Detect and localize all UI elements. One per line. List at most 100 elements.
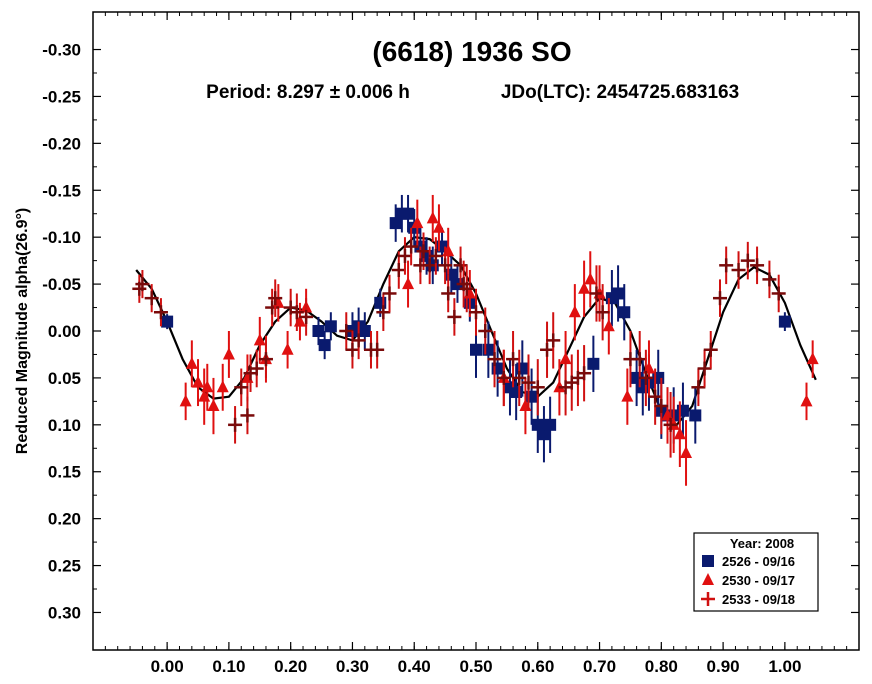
x-tick-label: 0.30 xyxy=(336,657,369,676)
plus-point xyxy=(512,370,527,385)
square-point xyxy=(689,409,702,422)
triangle-point xyxy=(411,216,424,229)
square-point xyxy=(318,339,331,352)
square-point xyxy=(510,385,523,398)
plus-point xyxy=(391,263,406,278)
plus-point xyxy=(530,380,545,395)
square-point xyxy=(676,404,689,417)
triangle-point xyxy=(578,281,591,294)
square-point xyxy=(324,320,337,333)
legend-entry: 2526 - 09/16 xyxy=(722,554,795,569)
triangle-point xyxy=(584,272,597,285)
plus-point xyxy=(740,253,755,268)
period-label: Period: 8.297 ± 0.006 h xyxy=(206,82,410,103)
plus-point xyxy=(632,352,647,367)
plus-point xyxy=(478,324,493,338)
plus-point xyxy=(453,258,468,273)
plus-point xyxy=(268,291,283,306)
plus-point xyxy=(703,342,718,357)
triangle-point xyxy=(216,380,229,393)
plus-point xyxy=(663,417,678,432)
square-point xyxy=(161,315,174,328)
plus-point xyxy=(487,352,502,367)
triangle-point xyxy=(281,342,294,355)
plus-point xyxy=(713,291,728,306)
plus-point xyxy=(697,361,712,376)
plus-point xyxy=(249,361,264,376)
square-point xyxy=(537,428,550,441)
plus-point xyxy=(438,258,453,273)
triangle-point xyxy=(602,319,615,332)
y-tick-label: 0.10 xyxy=(48,416,81,435)
plus-point xyxy=(719,258,734,273)
plus-point xyxy=(540,342,555,357)
x-tick-label: 0.60 xyxy=(521,657,554,676)
x-tick-label: 0.40 xyxy=(398,657,431,676)
x-tick-label: 0.20 xyxy=(274,657,307,676)
plus-point xyxy=(382,286,397,301)
y-tick-label: 0.20 xyxy=(48,510,81,529)
plus-point xyxy=(397,248,412,263)
triangle-point xyxy=(201,380,214,393)
plus-point xyxy=(234,380,249,395)
plus-point xyxy=(345,342,360,357)
legend-square-icon xyxy=(702,555,714,567)
plus-point xyxy=(762,272,777,287)
y-tick-label: 0.30 xyxy=(48,603,81,622)
plus-point xyxy=(589,286,604,301)
triangle-point xyxy=(192,375,205,388)
plus-point xyxy=(351,333,366,348)
plus-point xyxy=(521,375,536,390)
triangle-point xyxy=(800,394,813,407)
x-tick-label: 0.50 xyxy=(459,657,492,676)
y-tick-label: 0.15 xyxy=(48,463,81,482)
square-point xyxy=(470,343,482,356)
y-axis-label: Reduced Magnitude alpha(26.9°) xyxy=(14,208,31,454)
plus-point xyxy=(422,258,437,273)
plus-point xyxy=(459,281,474,296)
plus-point xyxy=(731,263,746,278)
triangle-point xyxy=(568,305,581,318)
plus-point xyxy=(469,305,483,320)
triangle-point xyxy=(621,389,634,402)
chart-title: (6618) 1936 SO xyxy=(372,36,571,67)
plus-point xyxy=(648,389,663,404)
plus-point xyxy=(339,324,354,338)
y-tick-label: -0.15 xyxy=(42,181,81,200)
triangle-point xyxy=(680,445,693,458)
triangle-point xyxy=(559,352,572,365)
square-point xyxy=(389,217,402,230)
triangle-point xyxy=(673,427,686,440)
square-point xyxy=(525,390,538,403)
square-point xyxy=(778,315,791,328)
plus-point xyxy=(577,366,592,381)
x-tick-label: 0.90 xyxy=(707,657,740,676)
plus-point xyxy=(135,277,150,292)
plus-point xyxy=(144,291,159,306)
plus-point xyxy=(299,309,314,324)
legend-entry: 2530 - 09/17 xyxy=(722,573,795,588)
x-tick-label: 0.10 xyxy=(212,657,245,676)
x-tick-label: 0.00 xyxy=(151,657,184,676)
y-tick-label: -0.25 xyxy=(42,87,81,106)
plus-point xyxy=(289,305,304,320)
plus-point xyxy=(428,248,443,263)
plus-point xyxy=(258,352,273,367)
square-point xyxy=(482,343,495,356)
plus-point xyxy=(240,408,255,423)
y-tick-label: -0.05 xyxy=(42,275,81,294)
plus-point xyxy=(750,258,765,273)
y-tick-label: 0.00 xyxy=(48,322,81,341)
triangle-point xyxy=(426,211,439,224)
plus-point xyxy=(771,286,786,301)
plus-point xyxy=(654,399,669,414)
square-point xyxy=(402,207,415,220)
legend-title: Year: 2008 xyxy=(730,536,794,551)
y-tick-label: -0.30 xyxy=(42,41,81,60)
plus-point xyxy=(153,305,168,320)
square-point xyxy=(531,418,544,431)
y-tick-label: -0.10 xyxy=(42,228,81,247)
y-tick-label: -0.20 xyxy=(42,134,81,153)
